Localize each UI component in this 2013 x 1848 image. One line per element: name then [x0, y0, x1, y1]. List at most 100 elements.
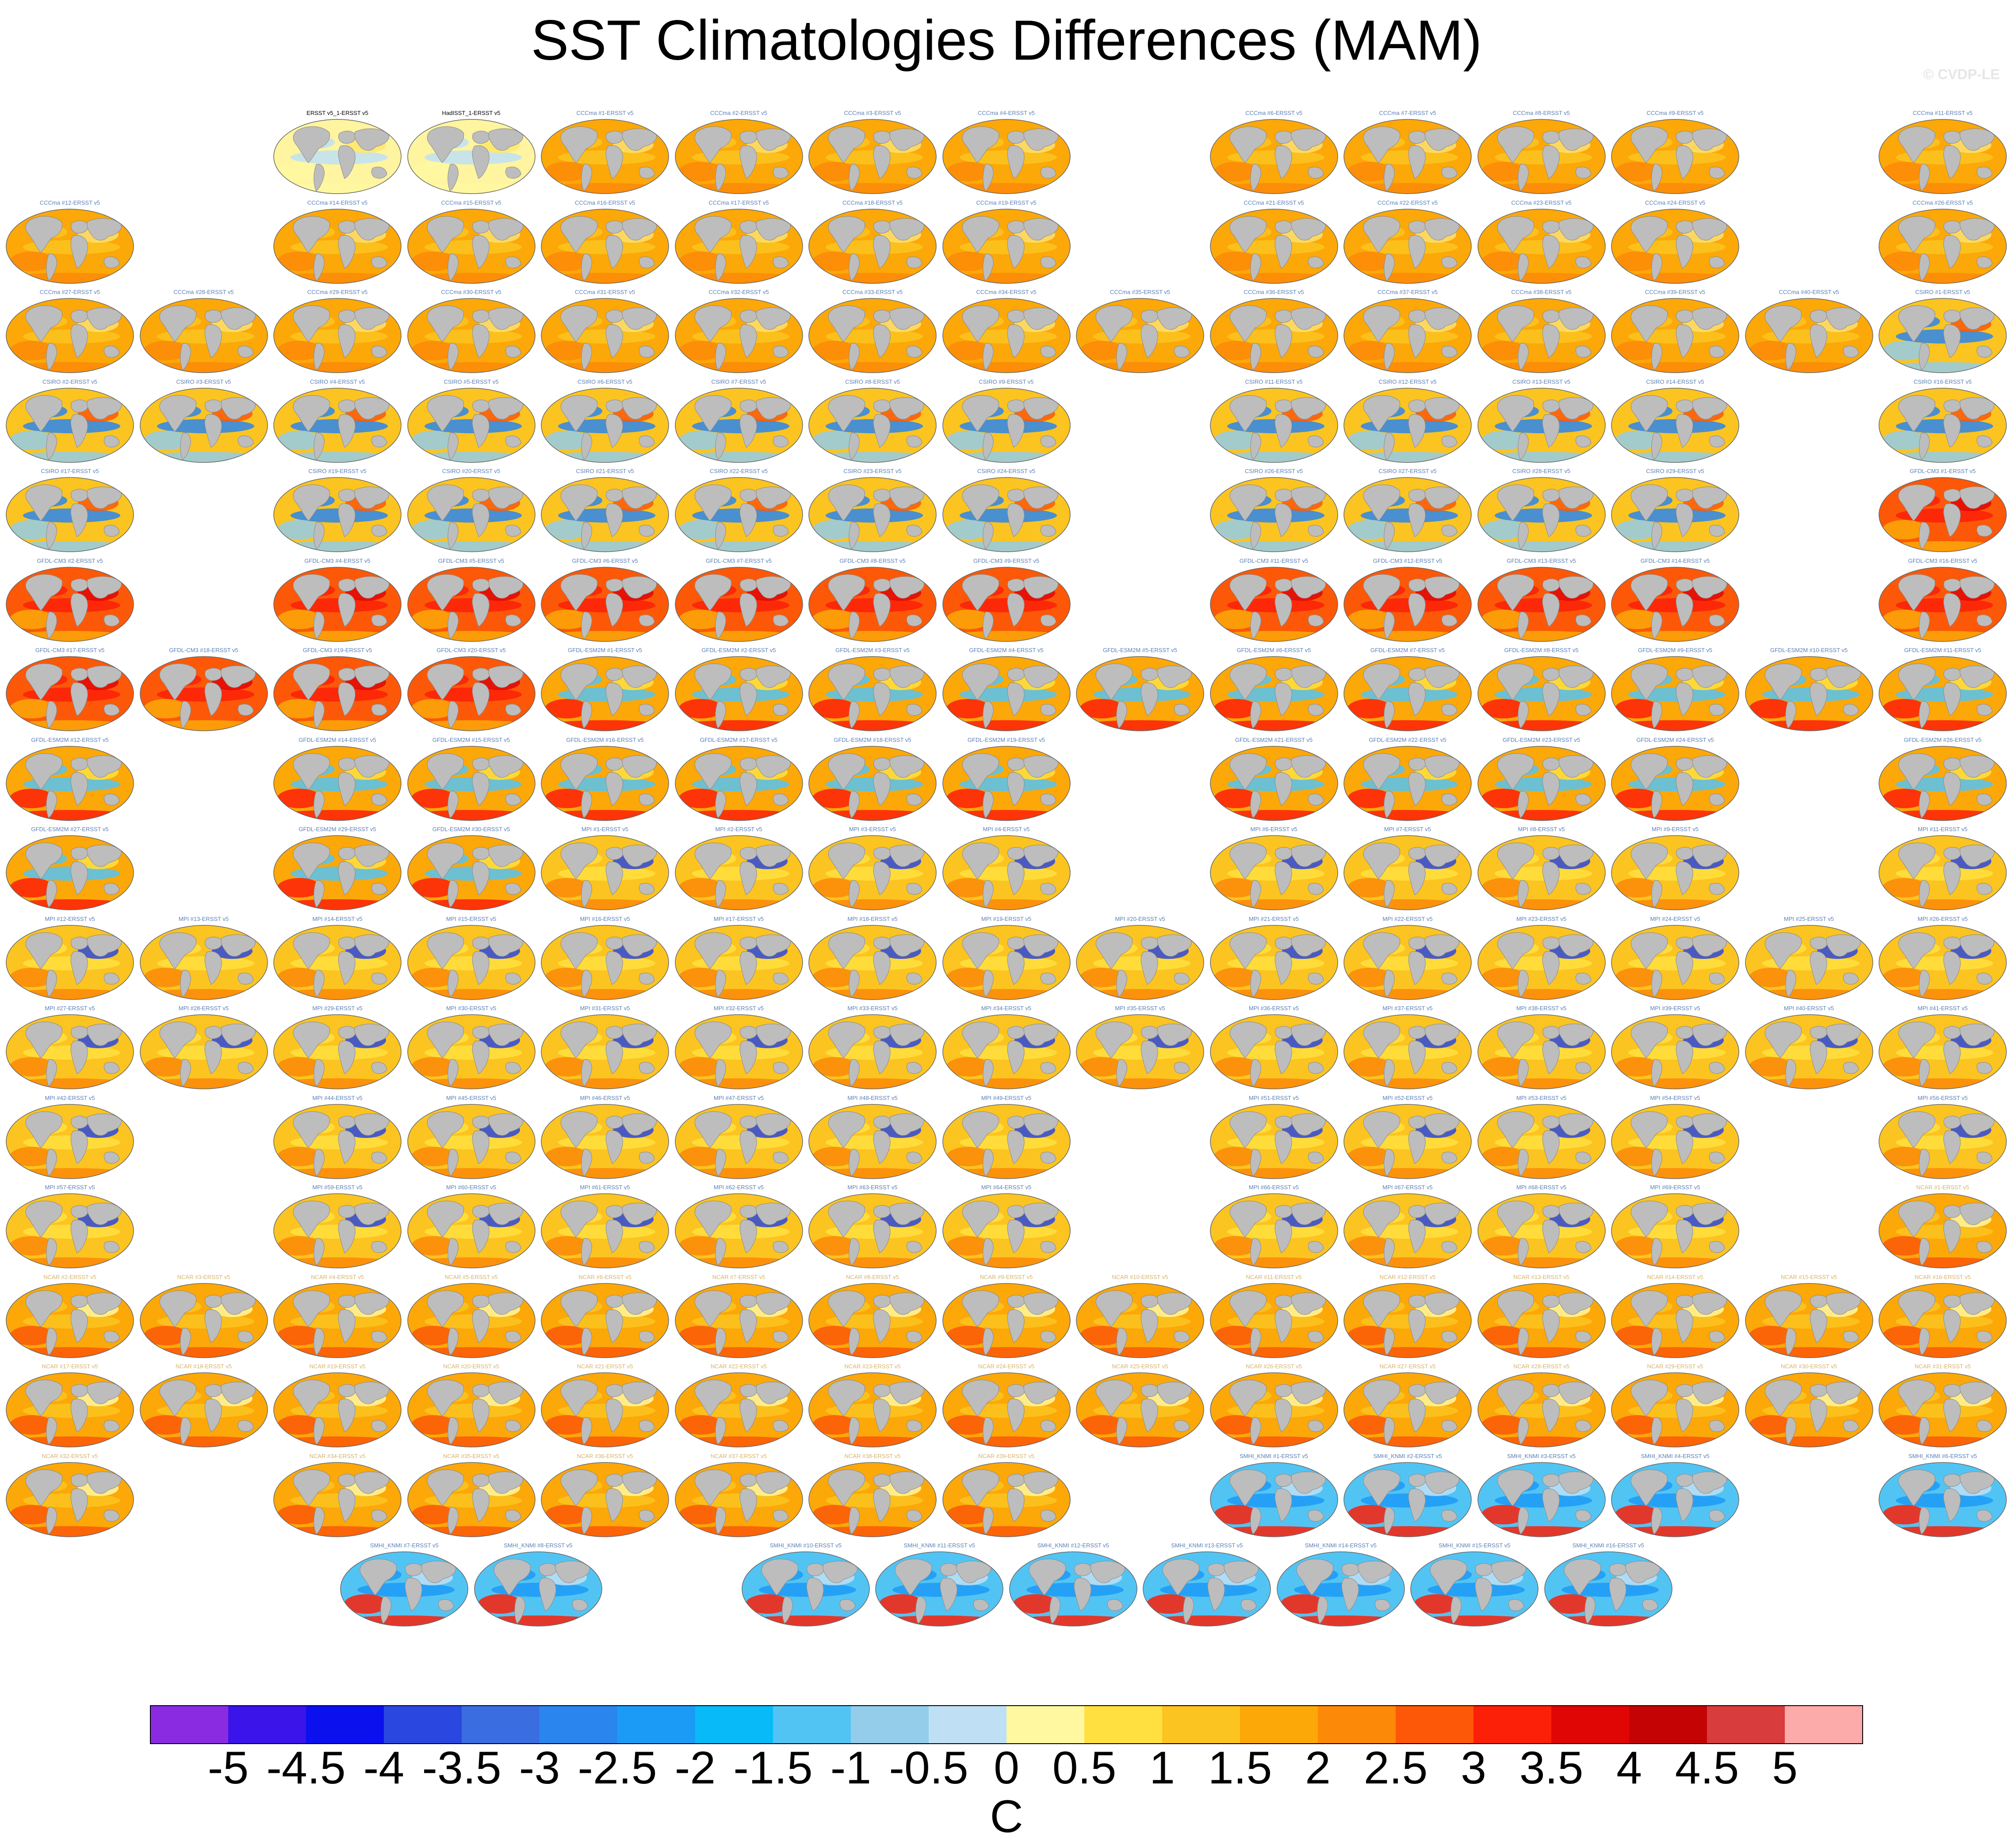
map-panel: GFDL-ESM2M #10-ERSST v5	[1745, 647, 1874, 732]
panel-title: CSIRO #23-ERSST v5	[843, 468, 902, 474]
panel-title: NCAR #16-ERSST v5	[1914, 1273, 1971, 1280]
panel-title: GFDL-ESM2M #29-ERSST v5	[299, 826, 376, 832]
map-panel: GFDL-ESM2M #29-ERSST v5	[273, 826, 402, 911]
colorbar-swatch	[462, 1706, 540, 1744]
sst-difference-map	[6, 656, 134, 731]
panel-title: MPI #45-ERSST v5	[446, 1094, 497, 1101]
panel-title: CCCma #4-ERSST v5	[977, 110, 1035, 116]
panel-title: CCCma #27-ERSST v5	[39, 289, 100, 295]
map-panel: CCCma #31-ERSST v5	[540, 289, 670, 374]
map-panel: MPI #12-ERSST v5	[5, 916, 134, 1000]
colorbar-tick-label: 5	[1772, 1742, 1798, 1794]
panel-title: MPI #34-ERSST v5	[981, 1005, 1032, 1012]
sst-difference-map	[139, 656, 268, 731]
panel-title: CSIRO #17-ERSST v5	[41, 468, 99, 474]
map-panel: GFDL-ESM2M #22-ERSST v5	[1343, 737, 1472, 821]
panel-title: GFDL-CM3 #5-ERSST v5	[438, 557, 505, 564]
map-panel: CCCma #7-ERSST v5	[1343, 110, 1472, 195]
sst-difference-map	[407, 477, 536, 552]
map-panel: MPI #67-ERSST v5	[1343, 1184, 1472, 1269]
panel-title: CCCma #32-ERSST v5	[708, 289, 769, 295]
sst-difference-map	[942, 1014, 1071, 1089]
map-panel: MPI #59-ERSST v5	[273, 1184, 402, 1269]
sst-difference-map	[1611, 387, 1739, 463]
sst-difference-map	[808, 745, 937, 821]
map-panel: CCCma #24-ERSST v5	[1611, 199, 1740, 284]
panel-title: MPI #27-ERSST v5	[45, 1005, 95, 1012]
map-panel: CSIRO #7-ERSST v5	[674, 378, 804, 463]
map-panel: NCAR #16-ERSST v5	[1878, 1274, 2007, 1359]
sst-difference-map	[808, 835, 937, 910]
map-panel: MPI #24-ERSST v5	[1611, 916, 1740, 1000]
colorbar-tick-label: 1.5	[1208, 1742, 1272, 1794]
map-panel: CCCma #23-ERSST v5	[1477, 199, 1606, 284]
sst-difference-map	[407, 1014, 536, 1089]
sst-difference-map	[1410, 1551, 1538, 1627]
map-panel: CSIRO #11-ERSST v5	[1209, 378, 1339, 463]
panel-title: MPI #54-ERSST v5	[1650, 1094, 1700, 1101]
sst-difference-map	[942, 1103, 1071, 1179]
sst-difference-map	[1477, 387, 1606, 463]
sst-difference-map	[1277, 1551, 1405, 1627]
colorbar-frame	[150, 1705, 1863, 1744]
map-panel: MPI #57-ERSST v5	[5, 1184, 134, 1269]
panel-title: CCCma #17-ERSST v5	[708, 199, 769, 206]
panel-title: GFDL-CM3 #16-ERSST v5	[1908, 557, 1978, 564]
map-panel: MPI #68-ERSST v5	[1477, 1184, 1606, 1269]
panel-title: GFDL-ESM2M #8-ERSST v5	[1504, 647, 1579, 653]
map-panel: SMHI_KNMI #4-ERSST v5	[1611, 1453, 1740, 1538]
panel-title: NCAR #22-ERSST v5	[711, 1363, 767, 1370]
panel-title: CCCma #39-ERSST v5	[1645, 289, 1706, 295]
map-panel: NCAR #4-ERSST v5	[273, 1274, 402, 1359]
sst-difference-map	[541, 566, 669, 642]
map-panel: NCAR #3-ERSST v5	[139, 1274, 268, 1359]
map-panel: MPI #21-ERSST v5	[1209, 916, 1339, 1000]
panel-title: CCCma #36-ERSST v5	[1244, 289, 1304, 295]
colorbar-swatch	[306, 1706, 384, 1744]
sst-difference-map	[1611, 924, 1739, 1000]
panel-title: SMHI_KNMI #14-ERSST v5	[1305, 1542, 1377, 1549]
panel-title: GFDL-ESM2M #30-ERSST v5	[432, 826, 510, 832]
map-panel: CCCma #21-ERSST v5	[1209, 199, 1339, 284]
panel-title: NCAR #23-ERSST v5	[844, 1363, 901, 1370]
sst-difference-map	[541, 745, 669, 821]
sst-difference-map	[1343, 1014, 1472, 1089]
sst-difference-map	[273, 656, 402, 731]
panel-title: MPI #46-ERSST v5	[580, 1094, 630, 1101]
map-panel: NCAR #8-ERSST v5	[808, 1274, 937, 1359]
panel-title: MPI #48-ERSST v5	[847, 1094, 898, 1101]
map-panel: MPI #22-ERSST v5	[1343, 916, 1472, 1000]
panel-title: SMHI_KNMI #8-ERSST v5	[504, 1542, 573, 1549]
colorbar-tick-label: 4.5	[1675, 1742, 1739, 1794]
map-panel: NCAR #39-ERSST v5	[942, 1453, 1071, 1538]
colorbar-swatch	[1396, 1706, 1474, 1744]
panel-title: CSIRO #5-ERSST v5	[444, 378, 499, 385]
panel-title: GFDL-ESM2M #15-ERSST v5	[432, 736, 510, 743]
sst-difference-map	[407, 835, 536, 910]
map-panel: CCCma #32-ERSST v5	[674, 289, 804, 374]
map-panel: CSIRO #19-ERSST v5	[273, 468, 402, 553]
sst-difference-map	[1745, 298, 1873, 373]
panel-title: GFDL-CM3 #20-ERSST v5	[436, 647, 506, 653]
map-panel: SMHI_KNMI #13-ERSST v5	[1142, 1542, 1271, 1627]
sst-difference-map	[1343, 745, 1472, 821]
map-panel: NCAR #14-ERSST v5	[1611, 1274, 1740, 1359]
map-panel: GFDL-ESM2M #16-ERSST v5	[540, 737, 670, 821]
sst-difference-map	[273, 835, 402, 910]
sst-difference-map	[407, 1372, 536, 1447]
sst-difference-map	[808, 566, 937, 642]
map-panel: GFDL-ESM2M #3-ERSST v5	[808, 647, 937, 732]
sst-difference-map	[273, 208, 402, 284]
panel-title: NCAR #29-ERSST v5	[1647, 1363, 1703, 1370]
colorbar-swatch	[1785, 1706, 1863, 1744]
map-panel: GFDL-CM3 #1-ERSST v5	[1878, 468, 2007, 553]
panel-title: CCCma #23-ERSST v5	[1511, 199, 1572, 206]
sst-difference-map	[6, 387, 134, 463]
map-panel: MPI #27-ERSST v5	[5, 1005, 134, 1090]
map-panel: CCCma #28-ERSST v5	[139, 289, 268, 374]
map-panel: NCAR #19-ERSST v5	[273, 1363, 402, 1448]
sst-difference-map	[1343, 566, 1472, 642]
panel-title: NCAR #14-ERSST v5	[1647, 1273, 1703, 1280]
panel-title: CCCma #15-ERSST v5	[441, 199, 501, 206]
panel-title: CSIRO #26-ERSST v5	[1244, 468, 1303, 474]
